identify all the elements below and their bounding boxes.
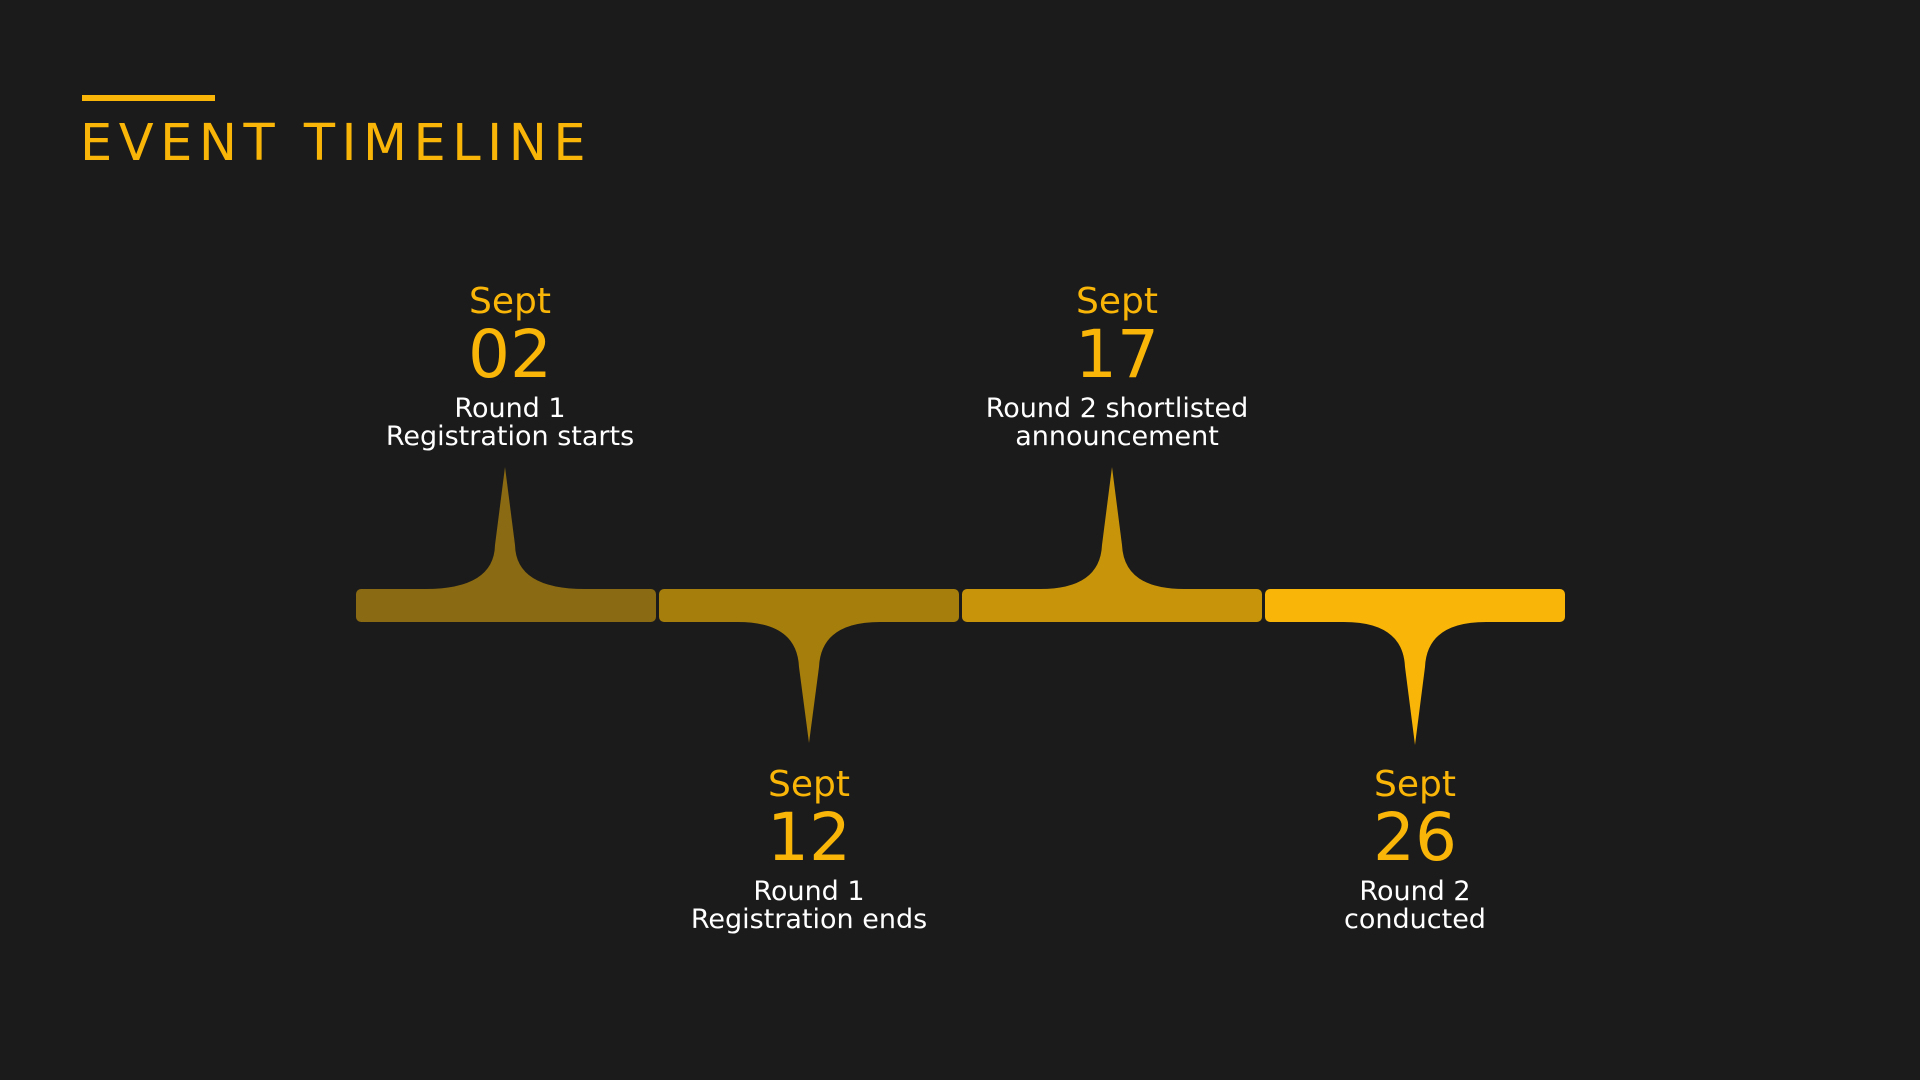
event-month: Sept	[469, 281, 551, 322]
event-description: Round 2 shortlisted announcement	[927, 395, 1307, 451]
event-description-line-1: Round 1	[753, 876, 865, 907]
event-description-line-2: Registration ends	[690, 904, 928, 935]
event-day: 26	[1373, 799, 1457, 876]
event-description-line-2: announcement	[1015, 421, 1219, 452]
timeline-segment-2	[659, 589, 959, 743]
event-description-line-1: Round 1	[454, 393, 566, 424]
event-month: Sept	[1374, 764, 1456, 805]
event-description-line-2: conducted	[1344, 904, 1486, 935]
event-3: Sept 17 Round 2 shortlisted announcement	[927, 281, 1307, 451]
timeline-segment-4	[1265, 589, 1565, 745]
segment-pointer-down	[1344, 622, 1486, 745]
event-description-line-1: Round 2 shortlisted	[985, 393, 1249, 424]
event-description-line-2: Registration starts	[385, 421, 635, 452]
event-2: Sept 12 Round 1 Registration ends	[619, 764, 999, 934]
title-accent-rule	[82, 95, 215, 101]
timeline-segment-3	[962, 467, 1262, 622]
segment-bar	[356, 589, 656, 622]
event-description-line-1: Round 2	[1359, 876, 1471, 907]
segment-bar	[659, 589, 959, 622]
segment-bar	[1265, 589, 1565, 622]
event-description: Round 1 Registration starts	[320, 395, 700, 451]
segment-bar	[962, 589, 1262, 622]
event-description: Round 2 conducted	[1225, 878, 1605, 934]
event-day: 12	[767, 799, 851, 876]
event-month: Sept	[1076, 281, 1158, 322]
event-description: Round 1 Registration ends	[619, 878, 999, 934]
event-4: Sept 26 Round 2 conducted	[1225, 764, 1605, 934]
event-day: 17	[1075, 316, 1159, 393]
segment-pointer-up	[1040, 467, 1184, 589]
timeline-segment-1	[356, 467, 656, 622]
segment-pointer-up	[425, 467, 585, 589]
event-month: Sept	[768, 764, 850, 805]
page-title: EVENT TIMELINE	[80, 114, 593, 173]
segment-pointer-down	[738, 622, 880, 743]
event-1: Sept 02 Round 1 Registration starts	[320, 281, 700, 451]
event-day: 02	[468, 316, 552, 393]
